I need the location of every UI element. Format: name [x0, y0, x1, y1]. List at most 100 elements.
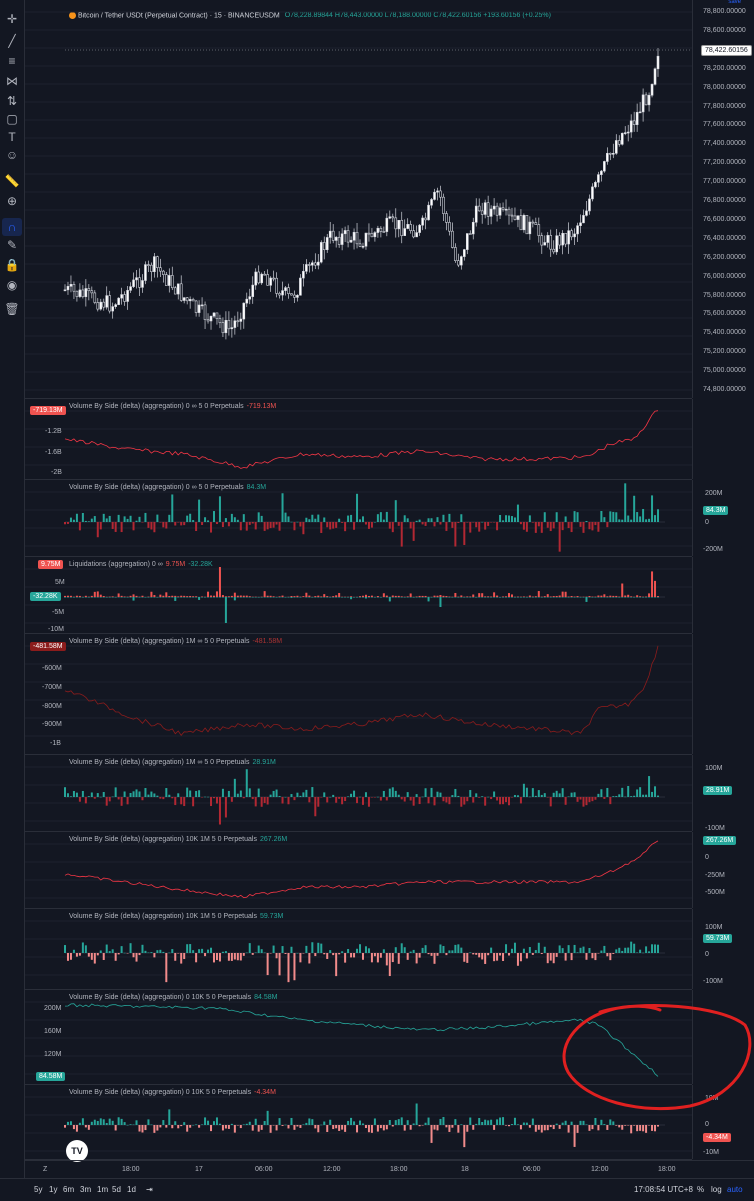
histogram-bar: [648, 951, 650, 953]
histogram-bar: [562, 522, 564, 530]
delta-histogram-pane-2[interactable]: Volume By Side (delta) (aggregation) 0 ∞…: [25, 480, 692, 557]
histogram-bar: [234, 517, 236, 522]
range-5d-button[interactable]: 5d: [112, 1185, 121, 1194]
delta-histogram-pane-5[interactable]: Volume By Side (delta) (aggregation) 1M …: [25, 755, 692, 832]
emoji-icon[interactable]: ☺: [2, 146, 22, 164]
histogram-bar: [568, 796, 570, 797]
clock[interactable]: 17:08:54 UTC+8: [634, 1185, 693, 1194]
time-axis[interactable]: Z 18:00 17 06:00 12:00 18:00 18 06:00 12…: [25, 1160, 754, 1179]
trash-icon[interactable]: 🗑: [2, 300, 22, 318]
pane-2-axis[interactable]: 200M 84.3M 0 -200M: [692, 480, 754, 556]
goto-date-icon[interactable]: ⇥: [146, 1185, 153, 1194]
candle: [508, 209, 510, 215]
histogram-bar: [231, 797, 233, 802]
lock-icon[interactable]: 🔒: [2, 256, 22, 274]
liquidation-bar: [535, 597, 537, 598]
histogram-bar: [404, 1125, 406, 1131]
magnet-icon[interactable]: ∩: [2, 218, 22, 236]
delta-line: [65, 646, 658, 736]
shape-icon[interactable]: ▢: [2, 110, 22, 128]
crosshair-icon[interactable]: ✛: [2, 10, 22, 28]
histogram-bar: [529, 515, 531, 522]
range-1y-button[interactable]: 1y: [49, 1185, 57, 1194]
range-1d-button[interactable]: 1d: [127, 1185, 136, 1194]
timezone-icon[interactable]: Z: [43, 1166, 47, 1173]
liquidation-bar: [487, 596, 489, 597]
histogram-bar: [341, 951, 343, 953]
projection-icon[interactable]: ⇅: [2, 92, 22, 110]
delta-histogram-pane-9[interactable]: Volume By Side (delta) (aggregation) 0 1…: [25, 1085, 692, 1160]
range-6m-button[interactable]: 6m: [63, 1185, 74, 1194]
delta-line-pane-6[interactable]: Volume By Side (delta) (aggregation) 10K…: [25, 832, 692, 909]
zoom-icon[interactable]: ⊕: [2, 192, 22, 210]
range-1m-button[interactable]: 1m: [97, 1185, 108, 1194]
pane-7-axis[interactable]: 100M 59.73M 0 -100M: [692, 909, 754, 989]
histogram-bar: [657, 1125, 659, 1127]
pane-8-axis[interactable]: [692, 990, 754, 1084]
histogram-bar: [156, 515, 158, 522]
percent-toggle[interactable]: %: [697, 1185, 704, 1194]
candle: [311, 263, 313, 265]
liquidation-bar: [562, 592, 564, 597]
histogram-bar: [183, 797, 185, 806]
fib-lines-icon[interactable]: ≡: [2, 52, 22, 70]
price-axis[interactable]: save 78,800.0000078,600.0000078,400.0000…: [692, 0, 754, 398]
liquidation-bar: [335, 595, 337, 597]
histogram-bar: [189, 514, 191, 522]
candle: [529, 222, 531, 234]
liquidation-bar: [79, 597, 81, 598]
pane-1-axis[interactable]: [692, 399, 754, 479]
pane-6-axis[interactable]: 267.26M 0 -250M -500M: [692, 832, 754, 908]
range-3m-button[interactable]: 3m: [80, 1185, 91, 1194]
text-icon[interactable]: T: [2, 128, 22, 146]
pane-3-axis[interactable]: [692, 557, 754, 633]
histogram-bar: [565, 953, 567, 961]
histogram-bar: [615, 949, 617, 953]
pattern-icon[interactable]: ⋈: [2, 72, 22, 90]
delta-line-pane-8[interactable]: Volume By Side (delta) (aggregation) 0 1…: [25, 990, 692, 1085]
histogram-bar: [91, 519, 93, 522]
candle: [425, 218, 427, 220]
histogram-bar: [383, 791, 385, 797]
pane-9-axis[interactable]: 10M 0 -4.34M -10M: [692, 1085, 754, 1159]
pane-5-axis[interactable]: 100M 28.91M -100M: [692, 755, 754, 831]
histogram-bar: [210, 522, 212, 533]
histogram-bar: [329, 1120, 331, 1125]
pane-3-label: Liquidations (aggregation) 0 ∞9.75M-32.2…: [69, 561, 213, 568]
histogram-bar: [201, 522, 203, 525]
liquidation-bar: [553, 596, 555, 597]
candlestick-chart[interactable]: [25, 0, 692, 398]
liquidation-bar: [82, 597, 84, 598]
tradingview-logo[interactable]: TV: [66, 1140, 88, 1162]
liquidation-bar: [392, 596, 394, 597]
liquidation-bar: [73, 597, 75, 598]
delta-line-pane-4[interactable]: Volume By Side (delta) (aggregation) 1M …: [25, 634, 692, 755]
delta-line-pane-1[interactable]: Volume By Side (delta) (aggregation) 0 ∞…: [25, 399, 692, 480]
liquidation-bar: [577, 597, 579, 598]
range-5y-button[interactable]: 5y: [34, 1185, 42, 1194]
trendline-icon[interactable]: ╱: [2, 32, 22, 50]
histogram-bar: [240, 1125, 242, 1128]
histogram-bar: [222, 789, 224, 797]
ruler-icon[interactable]: 📏: [2, 172, 22, 190]
eye-icon[interactable]: ◉: [2, 276, 22, 294]
candle: [362, 246, 364, 247]
candle: [332, 231, 334, 240]
liquidation-bar: [100, 597, 102, 598]
histogram-bar: [380, 1125, 382, 1128]
histogram-bar: [121, 946, 123, 953]
save-label[interactable]: save: [728, 0, 741, 5]
auto-toggle[interactable]: auto: [727, 1185, 743, 1194]
histogram-bar: [70, 518, 72, 522]
price-pane[interactable]: Bitcoin / Tether USDt (Perpetual Contrac…: [25, 0, 692, 399]
liquidations-pane[interactable]: Liquidations (aggregation) 0 ∞9.75M-32.2…: [25, 557, 692, 634]
lock-drawing-icon[interactable]: ✎: [2, 236, 22, 254]
log-toggle[interactable]: log: [711, 1185, 722, 1194]
pane-4-axis[interactable]: [692, 634, 754, 754]
histogram-bar: [431, 788, 433, 797]
delta-histogram-pane-7[interactable]: Volume By Side (delta) (aggregation) 10K…: [25, 909, 692, 990]
histogram-bar: [511, 797, 513, 798]
candle: [562, 233, 564, 245]
histogram-bar: [156, 950, 158, 953]
liquidation-bar: [124, 596, 126, 597]
